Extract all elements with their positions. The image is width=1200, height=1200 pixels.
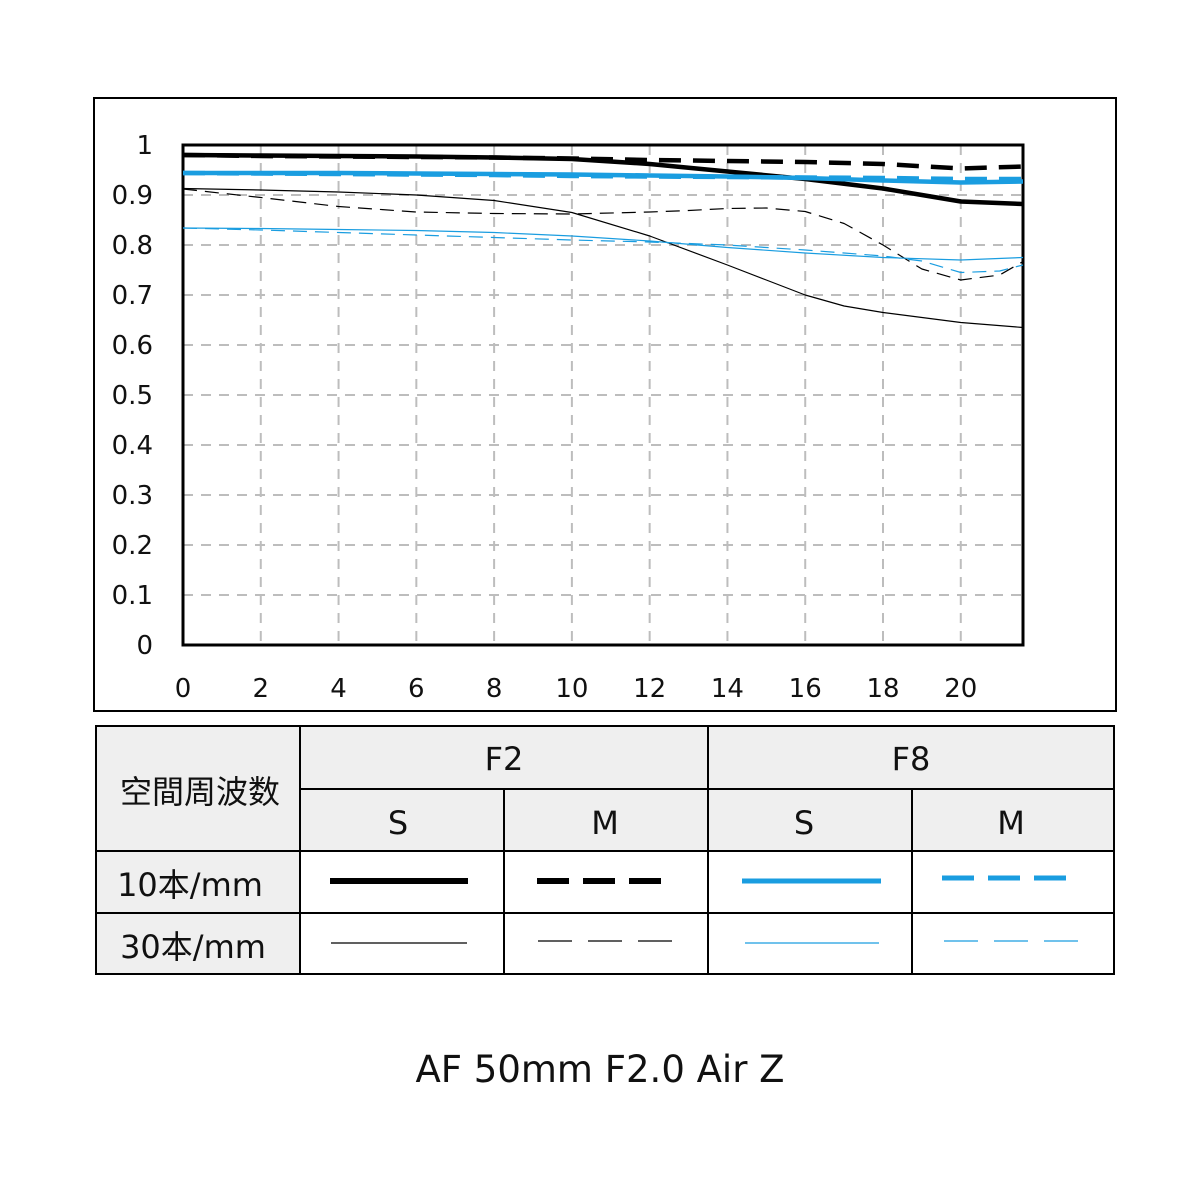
x-tick-label: 12 [633, 674, 666, 704]
y-axis-tick-labels: 0 0.1 0.2 0.3 0.4 0.5 0.6 0.7 0.8 0.9 1 [112, 131, 153, 661]
x-tick-label: 0 [175, 674, 192, 704]
legend-orientation-f8-m: M [997, 804, 1025, 842]
series-line-f2-s-30 [182, 187, 1024, 329]
y-tick-label: 0.9 [112, 181, 153, 211]
y-tick-label: 0.3 [112, 481, 153, 511]
legend-orientation-f2-m: M [591, 804, 619, 842]
series-line-f2-m-10 [182, 152, 1024, 171]
legend-row-header: 空間周波数 [120, 773, 280, 811]
x-axis-tick-labels: 0 2 4 6 8 10 12 14 16 18 20 [175, 674, 978, 704]
y-tick-label: 0.7 [112, 281, 153, 311]
x-tick-label: 8 [486, 674, 503, 704]
legend-table: 空間周波数 F2 F8 S M S M 10本/mm 30本/mm [95, 725, 1115, 975]
series-line-f8-m-10 [182, 170, 1023, 182]
y-tick-label: 0.8 [112, 231, 153, 261]
x-tick-label: 18 [866, 674, 899, 704]
x-tick-label: 20 [944, 674, 977, 704]
x-tick-label: 16 [789, 674, 822, 704]
legend-frequency-10: 10本/mm [117, 866, 263, 904]
series-line-f8-m-30 [182, 227, 1024, 274]
plot-area-border [181, 143, 1025, 647]
legend-orientation-f8-s: S [794, 804, 814, 842]
x-tick-label: 2 [253, 674, 270, 704]
chart-frame [93, 97, 1117, 712]
legend-aperture-f8: F8 [892, 740, 931, 778]
grid-lines [183, 145, 1023, 645]
series-lines [182, 152, 1024, 329]
legend-aperture-f2: F2 [485, 740, 524, 778]
legend-orientation-f2-s: S [388, 804, 408, 842]
y-tick-label: 0 [136, 631, 153, 661]
x-tick-label: 6 [408, 674, 425, 704]
y-tick-label: 0.4 [112, 431, 153, 461]
series-line-f2-m-30 [182, 188, 1024, 281]
y-tick-label: 0.5 [112, 381, 153, 411]
legend-table-grid [95, 725, 1115, 975]
y-tick-label: 1 [136, 131, 153, 161]
y-tick-label: 0.6 [112, 331, 153, 361]
x-tick-label: 4 [330, 674, 347, 704]
legend-frequency-30: 30本/mm [120, 928, 266, 966]
y-tick-label: 0.1 [112, 581, 153, 611]
lens-model-caption: AF 50mm F2.0 Air Z [415, 1048, 785, 1091]
y-tick-label: 0.2 [112, 531, 153, 561]
x-tick-label: 14 [711, 674, 744, 704]
x-tick-label: 10 [555, 674, 588, 704]
